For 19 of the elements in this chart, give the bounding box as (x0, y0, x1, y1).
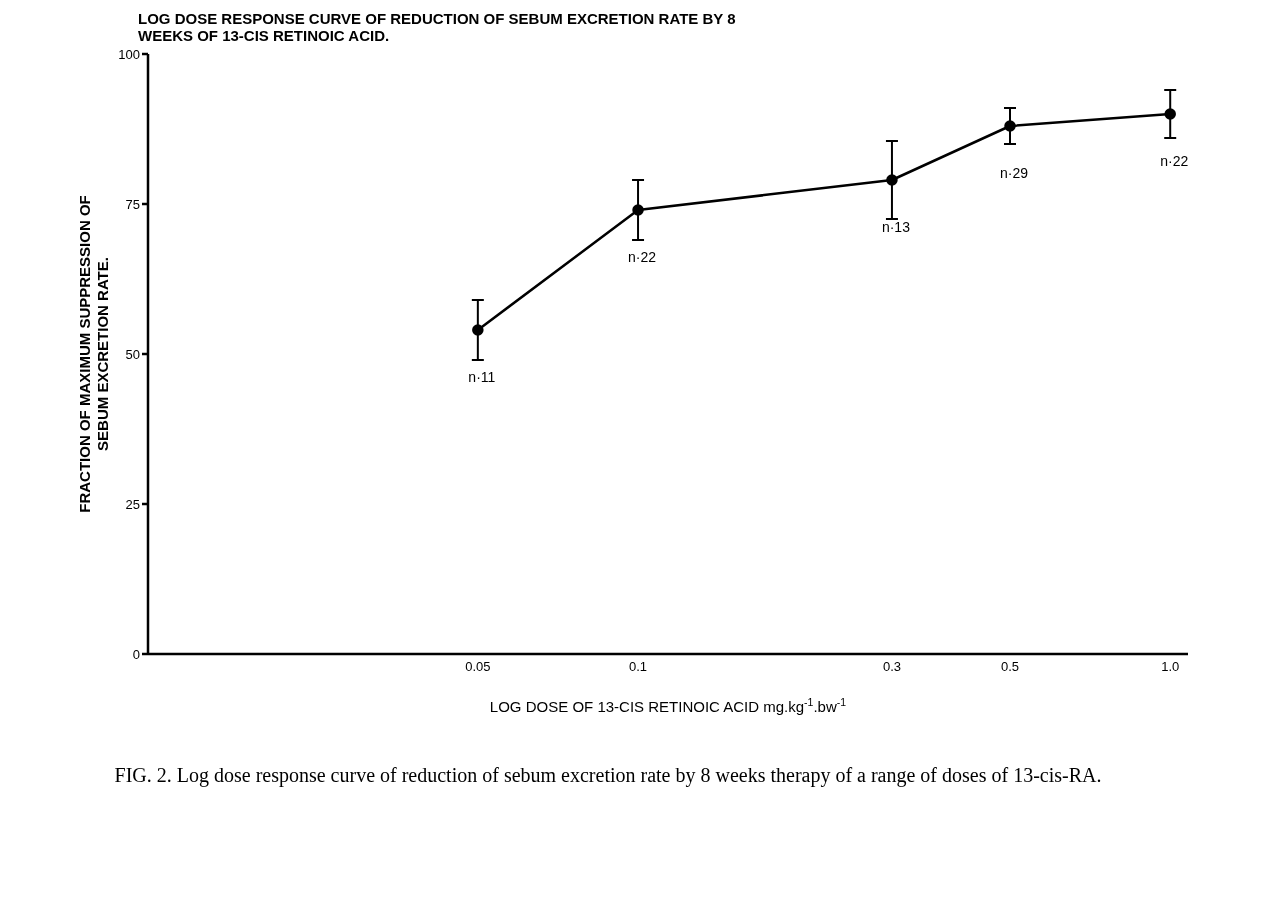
annotation: n·11 (468, 369, 496, 385)
annotation: n·22 (628, 249, 657, 265)
x-tick-label: 0.5 (1000, 659, 1020, 675)
x-tick-label: 0.3 (882, 659, 901, 675)
y-tick-label: 25 (125, 496, 140, 512)
annotation: n·13 (881, 219, 911, 235)
y-axis-title: FRACTION OF MAXIMUM SUPPRESSION OF SEBUM EXCRETION RATE. (76, 195, 111, 513)
x-tick-label: 0.1 (629, 659, 648, 675)
annotation: n·29 (1000, 165, 1029, 181)
x-tick-label: 1.0 (1161, 659, 1180, 675)
y-tick-label: 0 (132, 646, 140, 662)
y-tick-label: 100 (118, 46, 140, 62)
caption: FIG. 2. Log dose response curve of reduction of sebum excretion rate by 8 weeks therapy of a range of doses of 13-cis-RA. (113, 764, 1103, 787)
y-tick-label: 75 (125, 196, 140, 212)
chart-title: LOG DOSE RESPONSE CURVE OF REDUCTION OF SEBUM EXCRETION RATE BY 8 WEEKS OF 13-CIS RETINOIC ACID. (138, 10, 737, 44)
y-tick-label: 50 (125, 346, 140, 362)
x-tick-label: 0.05 (465, 659, 491, 675)
x-axis-title: LOG DOSE OF 13-CIS RETINOIC ACID mg.kg$^{-1}$.bw$^{-1}$ (489, 696, 847, 715)
annotation: n·22 (1160, 153, 1189, 169)
